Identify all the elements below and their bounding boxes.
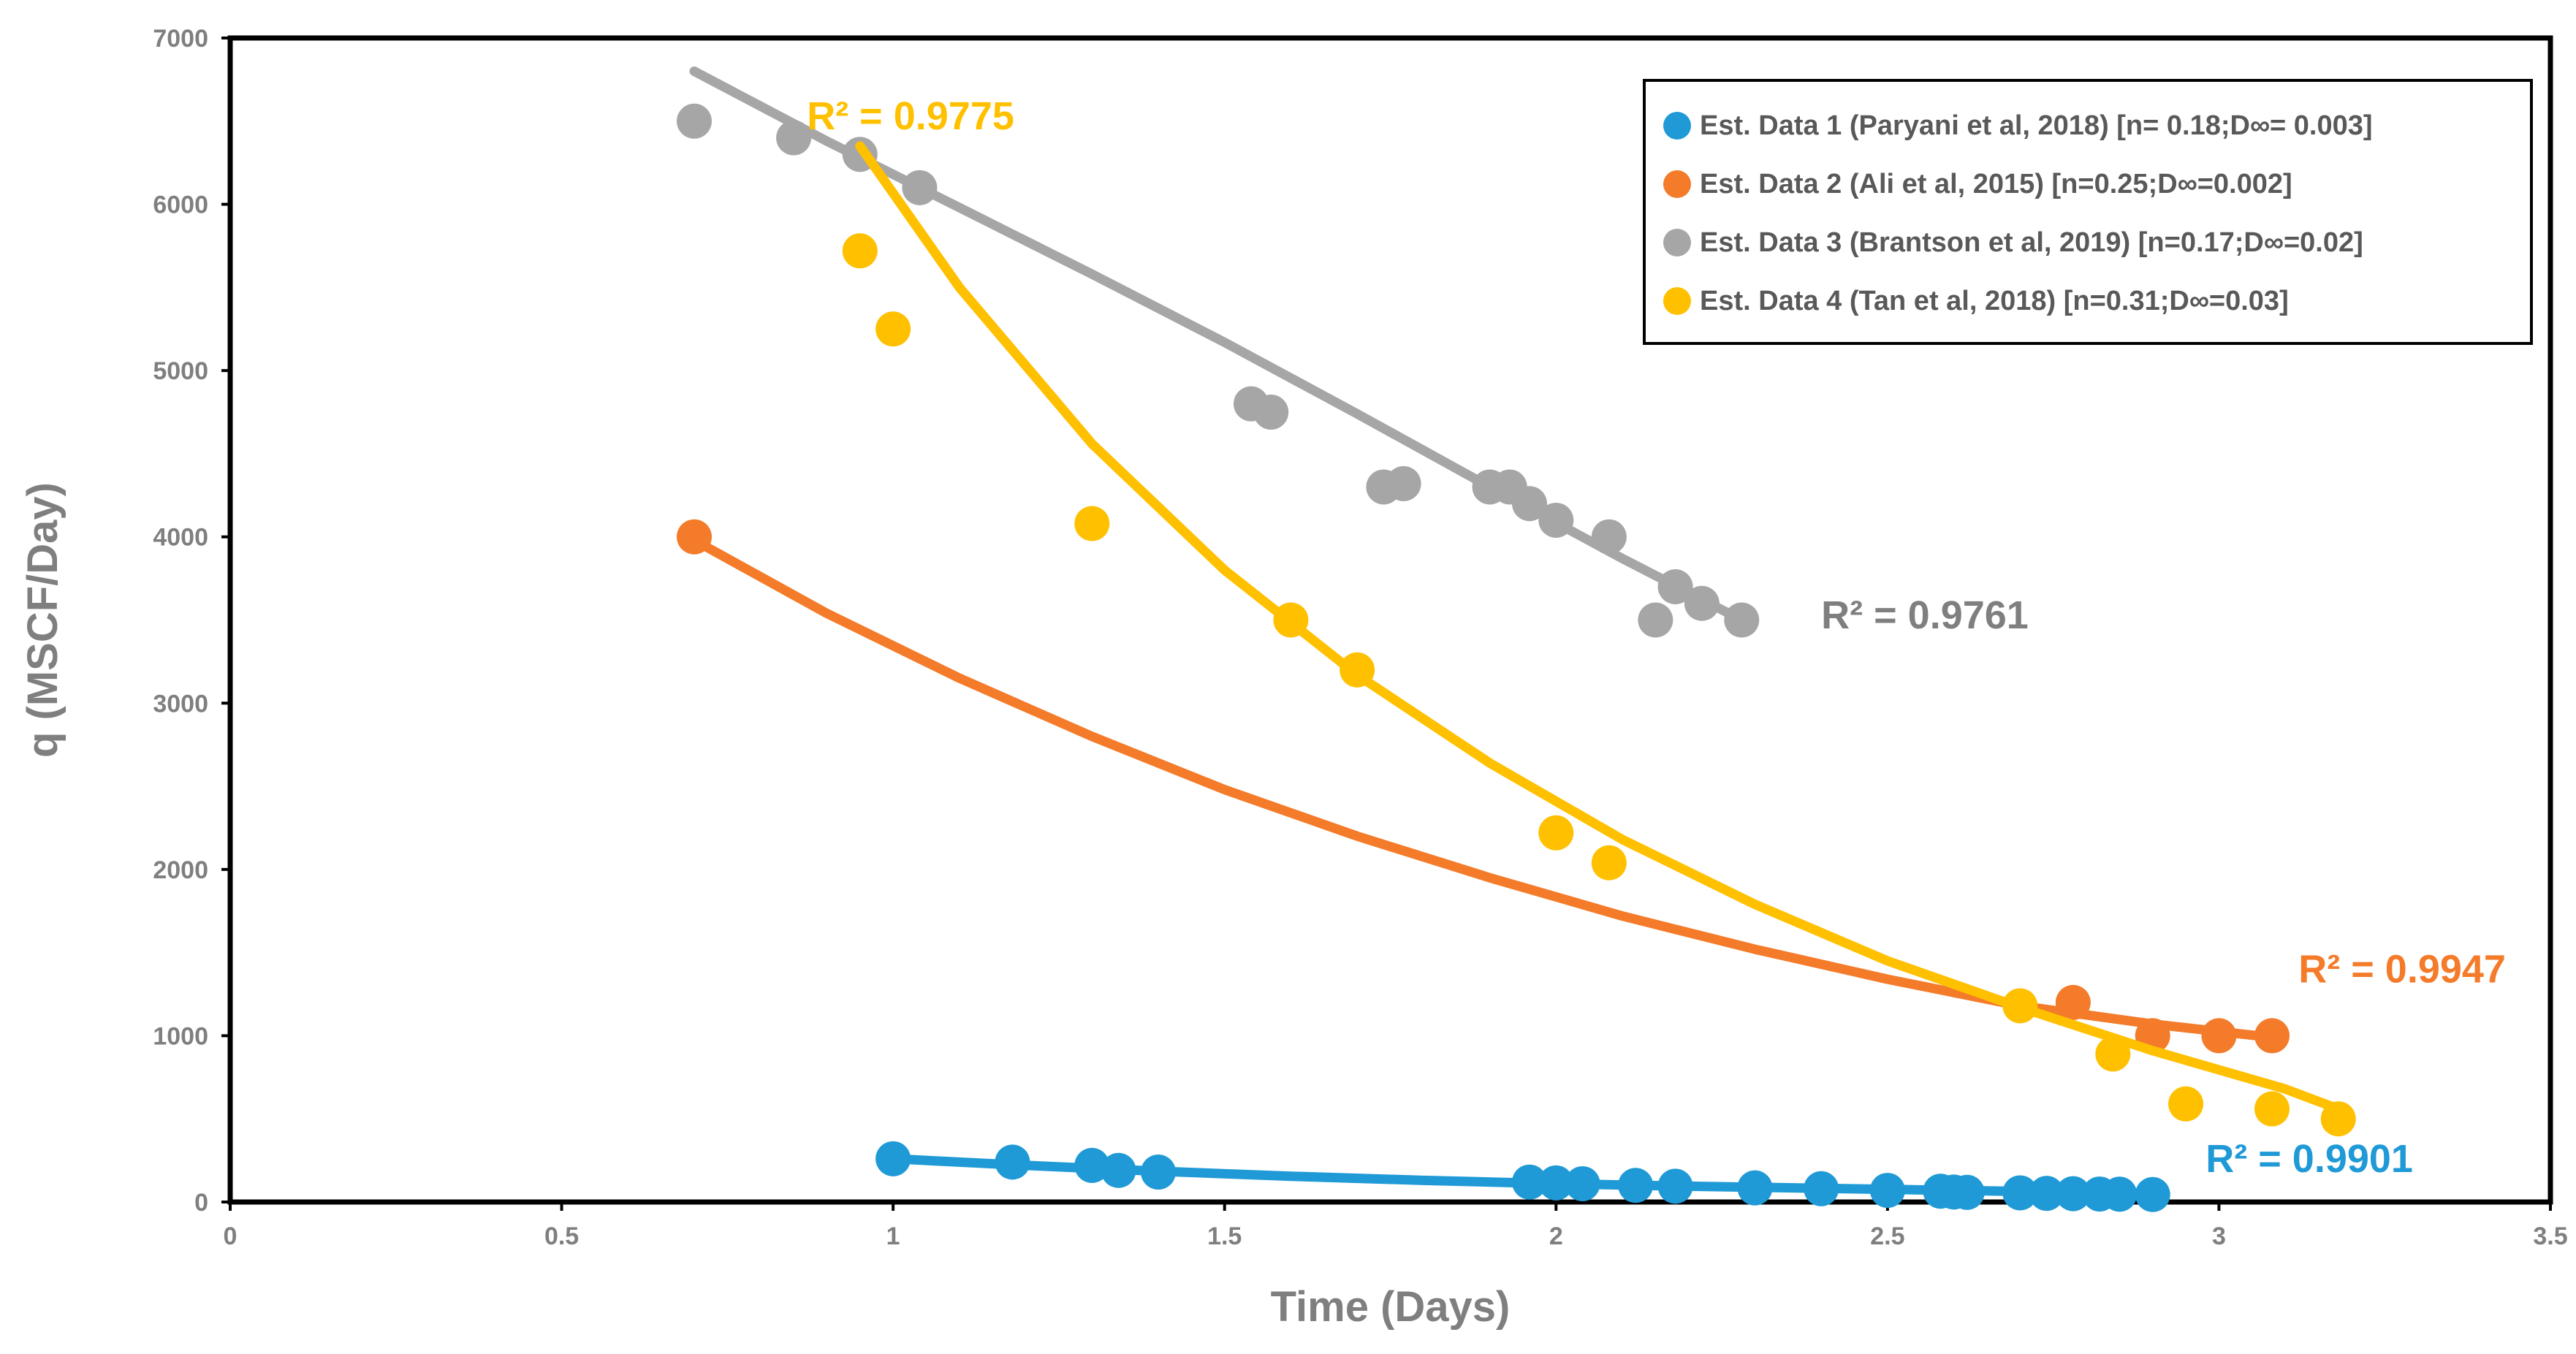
data-point — [842, 233, 878, 269]
legend-item-series-3: Est. Data 3 (Brantson et al, 2019) [n=0.… — [1663, 213, 2515, 272]
legend-item-series-4: Est. Data 4 (Tan et al, 2018) [n=0.31;D∞… — [1663, 272, 2515, 330]
x-tick-label: 2 — [1549, 1222, 1563, 1250]
legend-label-series-2: Est. Data 2 (Ali et al, 2015) [n=0.25;D∞… — [1700, 168, 2292, 199]
trendline — [689, 535, 2277, 1043]
y-tick-label: 5000 — [153, 357, 208, 385]
series-2: R² = 0.9947 — [677, 519, 2506, 1054]
r-squared-label: R² = 0.9761 — [1821, 593, 2029, 637]
trendline — [888, 1154, 2158, 1198]
legend-item-series-1: Est. Data 1 (Paryani et al, 2018) [n= 0.… — [1663, 96, 2515, 155]
legend-marker-series-2 — [1663, 170, 1691, 198]
r-squared-label: R² = 0.9775 — [807, 94, 1014, 138]
trendline — [689, 66, 1747, 625]
x-tick-label: 0 — [224, 1222, 238, 1250]
data-point — [1253, 395, 1289, 430]
legend-item-series-2: Est. Data 2 (Ali et al, 2015) [n=0.25;D∞… — [1663, 155, 2515, 213]
data-point — [2168, 1086, 2204, 1122]
legend-marker-series-4 — [1663, 287, 1691, 315]
data-point — [1386, 465, 1421, 501]
data-point — [875, 311, 911, 347]
legend: Est. Data 1 (Paryani et al, 2018) [n= 0.… — [1643, 79, 2533, 345]
legend-marker-series-3 — [1663, 229, 1691, 256]
r-squared-label: R² = 0.9901 — [2205, 1137, 2413, 1181]
y-tick-label: 7000 — [153, 25, 208, 53]
data-point — [1074, 506, 1110, 541]
y-axis-title: q (MSCF/Day) — [19, 482, 67, 758]
legend-label-series-4: Est. Data 4 (Tan et al, 2018) [n=0.31;D∞… — [1700, 285, 2289, 316]
y-tick-label: 0 — [194, 1189, 208, 1217]
x-tick-label: 3 — [2212, 1222, 2226, 1250]
data-point — [1538, 815, 1574, 851]
x-tick-label: 1.5 — [1207, 1222, 1242, 1250]
y-tick-label: 6000 — [153, 191, 208, 219]
plot-area-border — [227, 35, 2553, 1205]
legend-label-series-3: Est. Data 3 (Brantson et al, 2019) [n=0.… — [1700, 227, 2363, 258]
x-tick-label: 3.5 — [2533, 1222, 2567, 1250]
legend-marker-series-1 — [1663, 112, 1691, 140]
r-squared-label: R² = 0.9947 — [2298, 948, 2506, 992]
data-point — [1638, 602, 1673, 638]
data-point — [677, 103, 712, 139]
x-tick-label: 1 — [886, 1222, 900, 1250]
data-point — [2254, 1091, 2290, 1127]
series-1: R² = 0.9901 — [875, 1137, 2413, 1212]
legend-label-series-1: Est. Data 1 (Paryani et al, 2018) [n= 0.… — [1700, 110, 2373, 141]
y-tick-label: 4000 — [153, 524, 208, 552]
trendline — [855, 141, 2344, 1114]
y-tick-label: 2000 — [153, 856, 208, 884]
y-tick-label: 3000 — [153, 690, 208, 718]
x-axis-title: Time (Days) — [1271, 1283, 1511, 1331]
data-point — [1591, 845, 1627, 881]
x-tick-label: 0.5 — [544, 1222, 579, 1250]
series-4: R² = 0.9775 — [807, 94, 2356, 1137]
x-tick-label: 2.5 — [1870, 1222, 1904, 1250]
y-tick-label: 1000 — [153, 1022, 208, 1050]
